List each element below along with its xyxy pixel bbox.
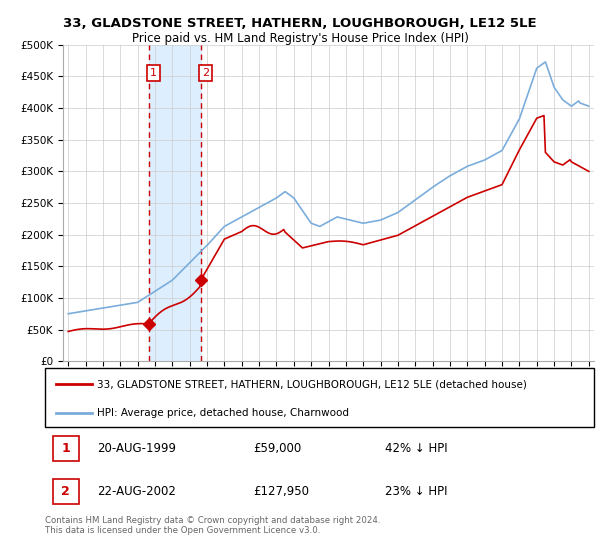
Bar bbox=[149, 45, 200, 361]
Text: Price paid vs. HM Land Registry's House Price Index (HPI): Price paid vs. HM Land Registry's House … bbox=[131, 31, 469, 45]
Text: HPI: Average price, detached house, Charnwood: HPI: Average price, detached house, Char… bbox=[97, 408, 349, 418]
Text: 2: 2 bbox=[202, 68, 209, 78]
Text: 1: 1 bbox=[150, 68, 157, 78]
Text: 22-AUG-2002: 22-AUG-2002 bbox=[97, 485, 176, 498]
Text: 33, GLADSTONE STREET, HATHERN, LOUGHBOROUGH, LE12 5LE (detached house): 33, GLADSTONE STREET, HATHERN, LOUGHBORO… bbox=[97, 379, 527, 389]
FancyBboxPatch shape bbox=[45, 368, 594, 427]
Text: 42% ↓ HPI: 42% ↓ HPI bbox=[385, 442, 448, 455]
Text: Contains HM Land Registry data © Crown copyright and database right 2024.
This d: Contains HM Land Registry data © Crown c… bbox=[45, 516, 380, 535]
Text: 2: 2 bbox=[61, 485, 70, 498]
Text: £127,950: £127,950 bbox=[254, 485, 310, 498]
FancyBboxPatch shape bbox=[53, 436, 79, 461]
Text: 23% ↓ HPI: 23% ↓ HPI bbox=[385, 485, 448, 498]
Text: 33, GLADSTONE STREET, HATHERN, LOUGHBOROUGH, LE12 5LE: 33, GLADSTONE STREET, HATHERN, LOUGHBORO… bbox=[63, 17, 537, 30]
Text: 1: 1 bbox=[61, 442, 70, 455]
Text: 20-AUG-1999: 20-AUG-1999 bbox=[97, 442, 176, 455]
FancyBboxPatch shape bbox=[53, 479, 79, 504]
Text: £59,000: £59,000 bbox=[254, 442, 302, 455]
